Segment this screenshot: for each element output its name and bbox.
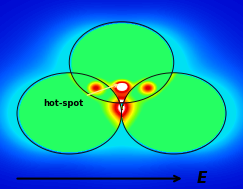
Text: E: E: [197, 171, 207, 186]
Text: hot-spot: hot-spot: [44, 84, 118, 108]
